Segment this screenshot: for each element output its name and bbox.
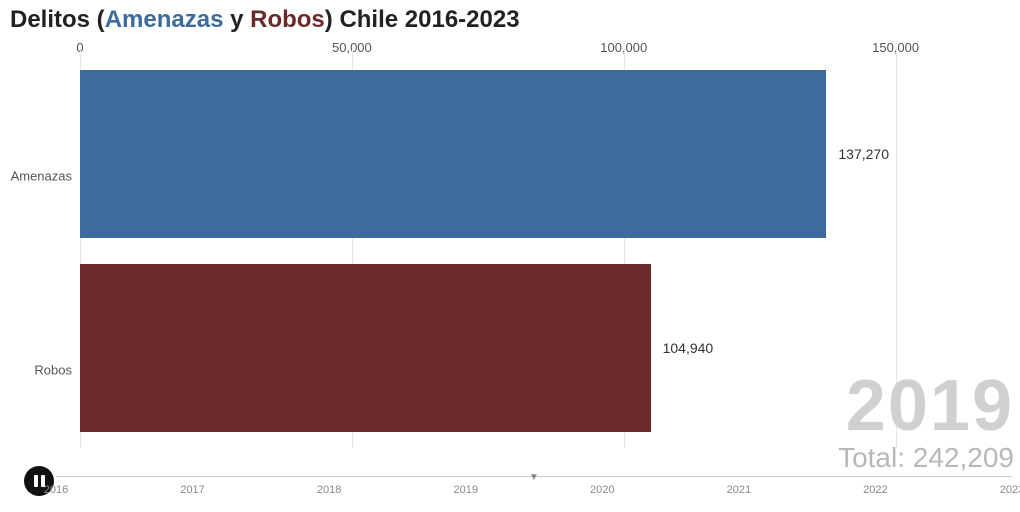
bar-robos (80, 264, 651, 432)
bar-value-robos: 104,940 (663, 340, 714, 356)
title-prefix: Delitos ( (10, 6, 105, 33)
bar-amenazas (80, 70, 826, 238)
title-suffix: ) Chile 2016-2023 (325, 6, 520, 33)
title-robos: Robos (250, 6, 325, 33)
timeline-year: 2019 (453, 484, 477, 496)
page-title: Delitos (Amenazas y Robos) Chile 2016-20… (0, 0, 1020, 34)
total-label: Total: 242,209 (838, 442, 1014, 474)
y-label-amenazas: Amenazas (0, 169, 72, 184)
y-label-robos: Robos (0, 363, 72, 378)
timeline-year: 2023 (1000, 484, 1020, 496)
timeline-year: 2018 (317, 484, 341, 496)
timeline-year: 2020 (590, 484, 614, 496)
timeline-handle[interactable]: ▼ (529, 472, 539, 483)
bar-value-amenazas: 137,270 (838, 146, 889, 162)
timeline[interactable]: 20162017201820192020202120222023▼ (56, 472, 1012, 502)
timeline-year: 2017 (180, 484, 204, 496)
chart-plot: 137,270 104,940 (80, 48, 950, 448)
year-display: 2019 (846, 370, 1014, 442)
title-mid: y (223, 6, 250, 33)
title-amenazas: Amenazas (105, 6, 224, 33)
timeline-year: 2021 (727, 484, 751, 496)
timeline-year: 2022 (863, 484, 887, 496)
timeline-year: 2016 (44, 484, 68, 496)
